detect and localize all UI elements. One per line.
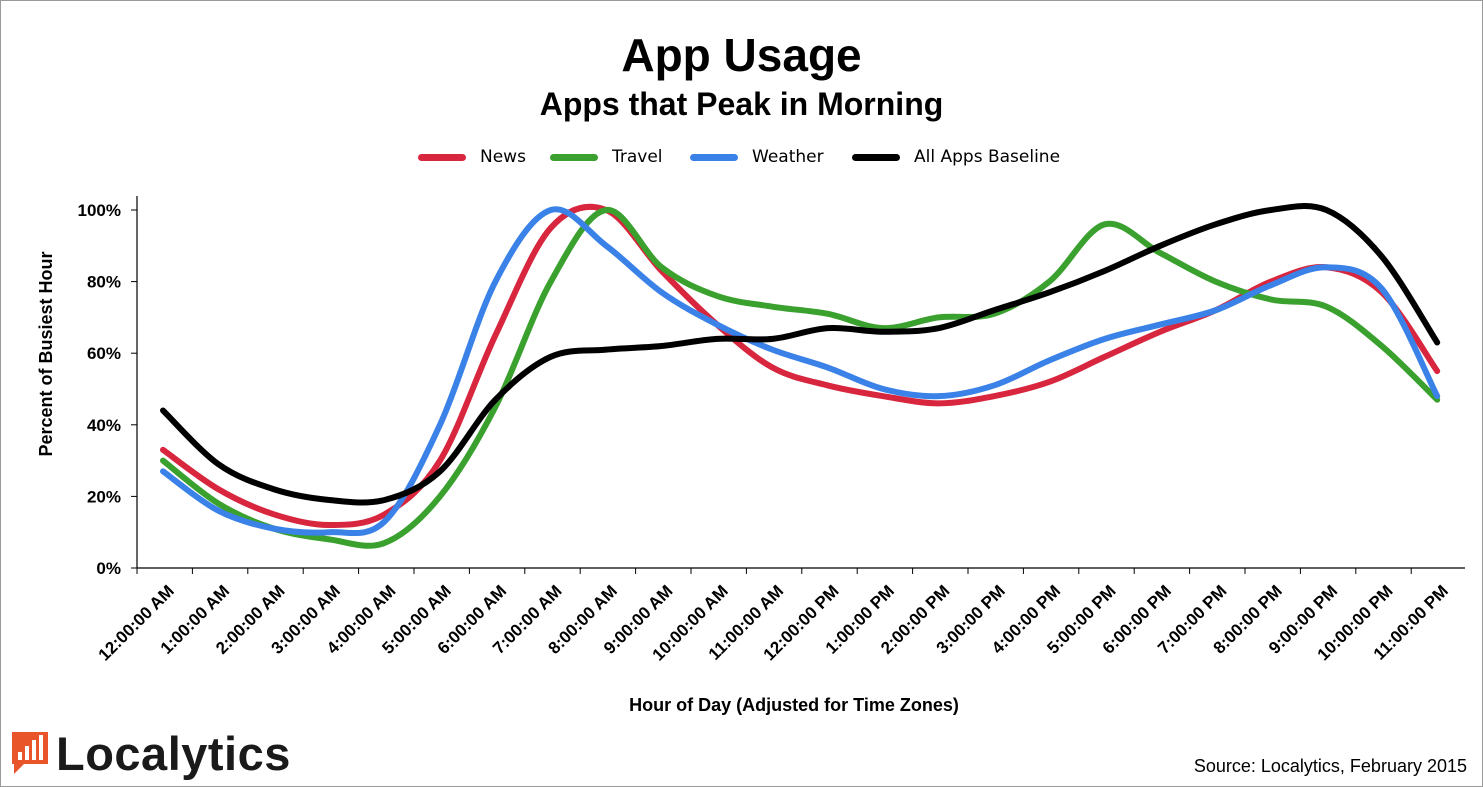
- localytics-logo-icon: [12, 732, 48, 774]
- legend-label-travel: Travel: [612, 147, 663, 167]
- logo-text: Localytics: [56, 726, 291, 780]
- legend-label-news: News: [480, 147, 526, 167]
- chart-title: App Usage: [621, 29, 862, 81]
- x-axis-title: Hour of Day (Adjusted for Time Zones): [629, 695, 959, 715]
- legend-item-weather: Weather: [690, 146, 824, 168]
- y-tick-label: 60%: [87, 344, 121, 363]
- source-note: Source: Localytics, February 2015: [1193, 756, 1467, 776]
- legend-swatch-news: [418, 153, 466, 161]
- y-tick-label: 0%: [96, 559, 121, 578]
- legend-swatch-weather: [690, 153, 738, 161]
- y-tick-label: 100%: [78, 201, 121, 220]
- legend-item-news: News: [418, 146, 526, 168]
- legend-label-baseline: All Apps Baseline: [914, 147, 1061, 167]
- series-line-baseline: [160, 202, 1441, 506]
- y-axis-title: Percent of Busiest Hour: [36, 251, 56, 456]
- chart-subtitle: Apps that Peak in Morning: [539, 86, 944, 122]
- legend: News Travel Weather All Apps Baseline: [0, 146, 1483, 168]
- legend-swatch-travel: [550, 153, 598, 161]
- legend-label-weather: Weather: [752, 147, 824, 167]
- y-tick-label: 40%: [87, 416, 121, 435]
- localytics-logo: Localytics: [10, 726, 291, 780]
- legend-item-baseline: All Apps Baseline: [852, 146, 1060, 168]
- series-line-travel: [160, 207, 1441, 549]
- series-line-weather: [160, 206, 1441, 537]
- y-tick-label: 20%: [87, 487, 121, 506]
- legend-item-travel: Travel: [550, 146, 663, 168]
- legend-swatch-baseline: [852, 153, 900, 161]
- series-line-news: [160, 203, 1441, 529]
- y-tick-label: 80%: [87, 273, 121, 292]
